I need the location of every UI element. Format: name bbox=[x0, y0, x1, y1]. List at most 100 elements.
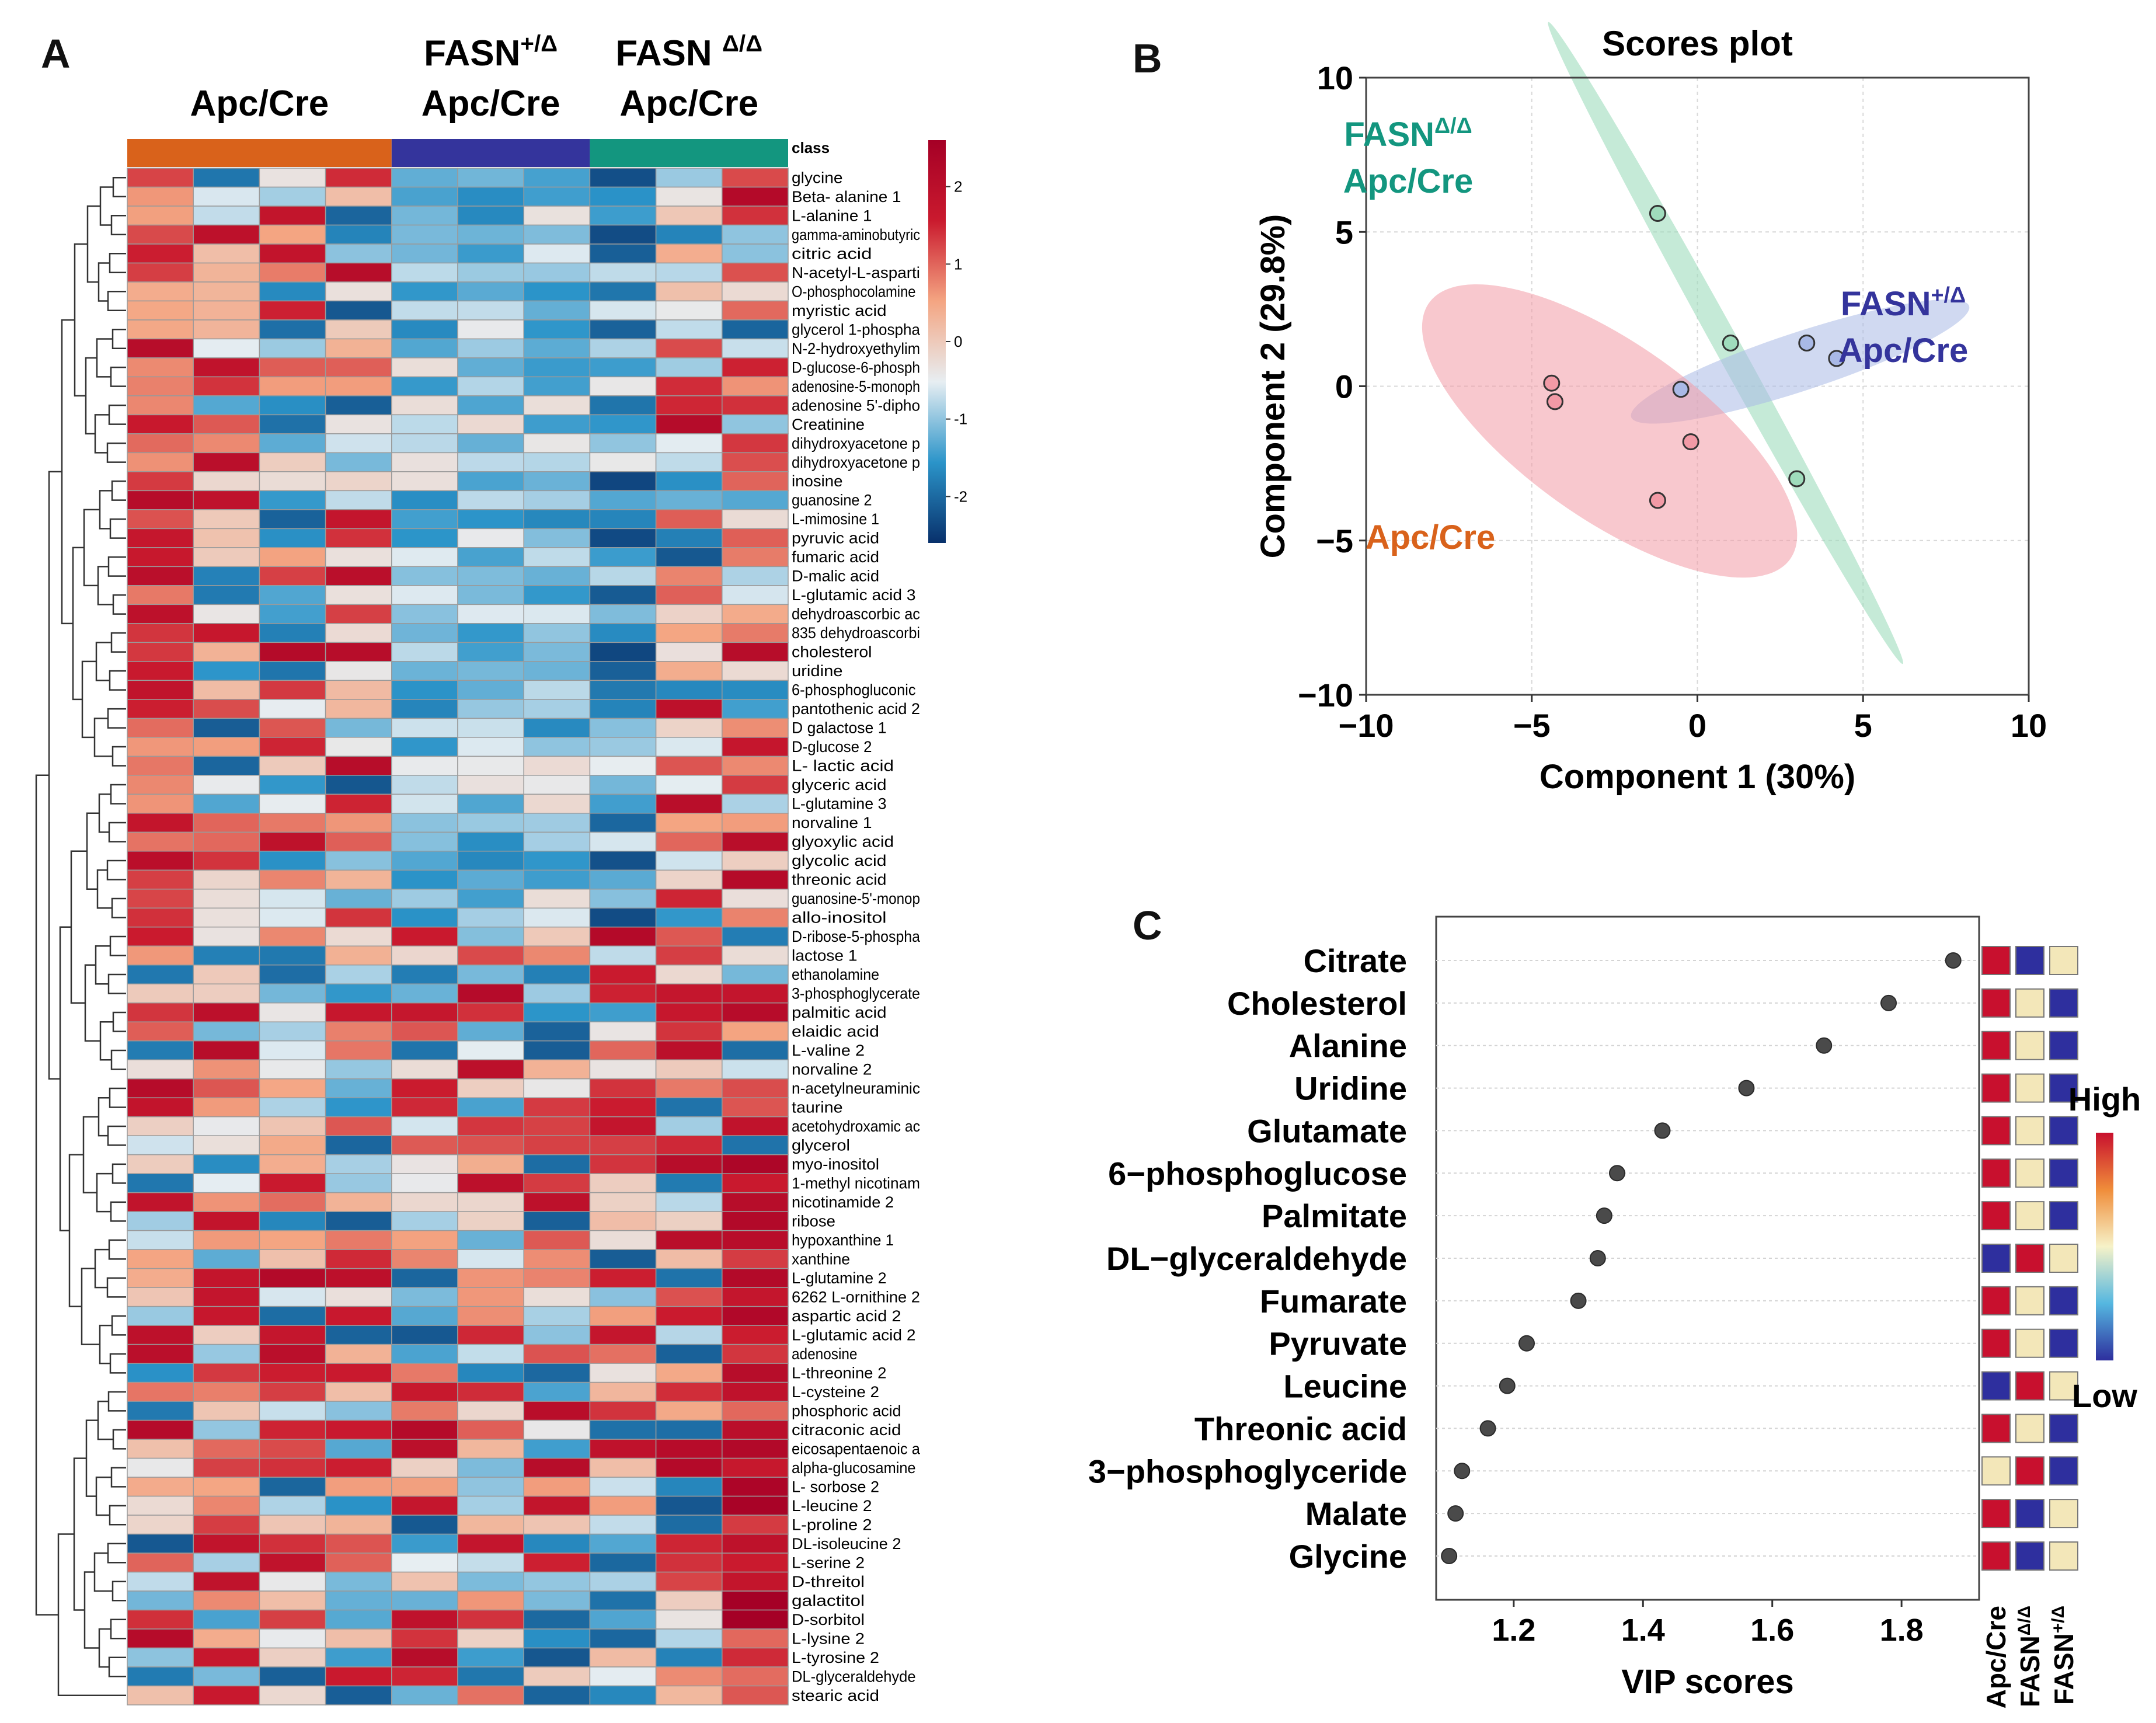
heatmap-cell bbox=[127, 1097, 194, 1118]
colorbar-tick-label: 0 bbox=[954, 333, 962, 350]
heatmap-cell bbox=[523, 509, 591, 530]
level-square bbox=[1981, 1456, 2011, 1486]
level-square bbox=[2015, 1371, 2044, 1401]
heatmap-cell bbox=[722, 566, 789, 586]
heatmap-cell bbox=[127, 528, 194, 548]
dendrogram-branch bbox=[108, 1656, 126, 1677]
heatmap-cell bbox=[391, 1021, 458, 1042]
series-label-2: Apc/Cre bbox=[1366, 518, 1495, 556]
heatmap-cell bbox=[523, 1457, 591, 1478]
group-label: Apc/Cre bbox=[1981, 1606, 2011, 1708]
dendrogram-branch bbox=[110, 784, 126, 805]
heatmap-cell bbox=[589, 1457, 657, 1478]
heatmap-cell bbox=[655, 471, 723, 492]
row-label: N-acetyl-L-asparti bbox=[792, 264, 920, 281]
heatmap-cell bbox=[655, 1666, 723, 1687]
heatmap-cell bbox=[259, 1401, 326, 1421]
heatmap-cell bbox=[391, 1287, 458, 1307]
heatmap-cell bbox=[722, 1628, 789, 1649]
heatmap-cell bbox=[589, 1381, 657, 1402]
heatmap-cell bbox=[259, 206, 326, 226]
heatmap-cell bbox=[655, 1685, 723, 1705]
heatmap-cell bbox=[259, 661, 326, 681]
heatmap-cell bbox=[589, 1021, 657, 1042]
heatmap-cell bbox=[259, 642, 326, 662]
heatmap-cell bbox=[722, 452, 789, 472]
heatmap-cell bbox=[655, 1078, 723, 1098]
heatmap-cell bbox=[391, 433, 458, 454]
heatmap-cell bbox=[391, 1419, 458, 1440]
heatmap-cell bbox=[722, 793, 789, 814]
heatmap-cell bbox=[589, 1628, 657, 1649]
heatmap-cell bbox=[655, 1002, 723, 1022]
heatmap-cell bbox=[523, 1325, 591, 1345]
heatmap-cell bbox=[259, 1647, 326, 1668]
heatmap-cell bbox=[259, 793, 326, 814]
heatmap-cell bbox=[523, 471, 591, 492]
level-square bbox=[2015, 1328, 2044, 1358]
heatmap-cell bbox=[127, 889, 194, 909]
row-label: gamma-aminobutyric bbox=[792, 226, 920, 243]
heatmap-cell bbox=[259, 1457, 326, 1478]
heatmap-cell bbox=[127, 1002, 194, 1022]
heatmap-cell bbox=[391, 1515, 458, 1535]
heatmap-cell bbox=[193, 243, 260, 264]
heatmap-cell bbox=[655, 395, 723, 416]
heatmap-cell bbox=[127, 585, 194, 605]
row-label: aspartic acid 2 bbox=[792, 1307, 901, 1325]
level-square bbox=[2015, 1456, 2044, 1486]
heatmap-cell bbox=[193, 206, 260, 226]
heatmap-cell bbox=[457, 983, 524, 1004]
heatmap-cell bbox=[193, 1533, 260, 1554]
heatmap-cell bbox=[193, 262, 260, 283]
group-header-line2-0: Apc/Cre bbox=[190, 83, 329, 124]
heatmap-cell bbox=[655, 1116, 723, 1136]
heatmap-cell bbox=[722, 907, 789, 928]
dendrogram-branch bbox=[96, 869, 112, 909]
heatmap-cell bbox=[127, 1192, 194, 1212]
heatmap-cell bbox=[325, 869, 392, 890]
series-label-0: FASNΔ/Δ bbox=[1344, 113, 1472, 154]
heatmap-cell bbox=[722, 1553, 789, 1573]
heatmap-cell bbox=[655, 357, 723, 378]
heatmap-cell bbox=[325, 1647, 392, 1668]
row-label: pantothenic acid 2 bbox=[792, 700, 920, 718]
heatmap-cell bbox=[325, 452, 392, 472]
heatmap-cell bbox=[589, 566, 657, 586]
level-square bbox=[2015, 1031, 2044, 1060]
dendrogram-branch bbox=[108, 822, 126, 843]
heatmap-cell bbox=[722, 1571, 789, 1592]
heatmap-cell bbox=[589, 983, 657, 1004]
heatmap-cell bbox=[127, 1609, 194, 1630]
superscript: Δ/Δ bbox=[722, 30, 762, 57]
heatmap-cell bbox=[391, 1268, 458, 1288]
heatmap-cell bbox=[457, 851, 524, 871]
row-label: nicotinamide 2 bbox=[792, 1193, 894, 1211]
heatmap-cell bbox=[391, 756, 458, 776]
heatmap-cell bbox=[523, 528, 591, 548]
level-square bbox=[2015, 1116, 2044, 1146]
heatmap-cell bbox=[259, 1249, 326, 1269]
heatmap-cell bbox=[325, 1230, 392, 1250]
heatmap-cell bbox=[523, 1135, 591, 1155]
heatmap-cell bbox=[127, 1381, 194, 1402]
heatmap-cell bbox=[325, 1571, 392, 1592]
heatmap-cell bbox=[259, 1533, 326, 1554]
row-label: 3-phosphoglycerate bbox=[792, 985, 920, 1003]
heatmap-cell bbox=[391, 547, 458, 568]
heatmap-cell bbox=[193, 168, 260, 188]
heatmap-cell bbox=[457, 319, 524, 340]
heatmap-cell bbox=[325, 281, 392, 302]
y-axis-label: Component 2 (29.8%) bbox=[1254, 214, 1292, 559]
heatmap-cell bbox=[127, 1401, 194, 1421]
heatmap-cell bbox=[523, 1002, 591, 1022]
heatmap-cell bbox=[391, 1457, 458, 1478]
metabolite-label: Malate bbox=[1305, 1495, 1407, 1532]
heatmap-cell bbox=[722, 319, 789, 340]
heatmap-cell bbox=[523, 1666, 591, 1687]
vip-point bbox=[1479, 1420, 1496, 1437]
row-label: L-mimosine 1 bbox=[792, 510, 879, 528]
heatmap-cell bbox=[523, 243, 591, 264]
heatmap-cell bbox=[457, 737, 524, 757]
row-label: threonic acid bbox=[792, 871, 887, 889]
